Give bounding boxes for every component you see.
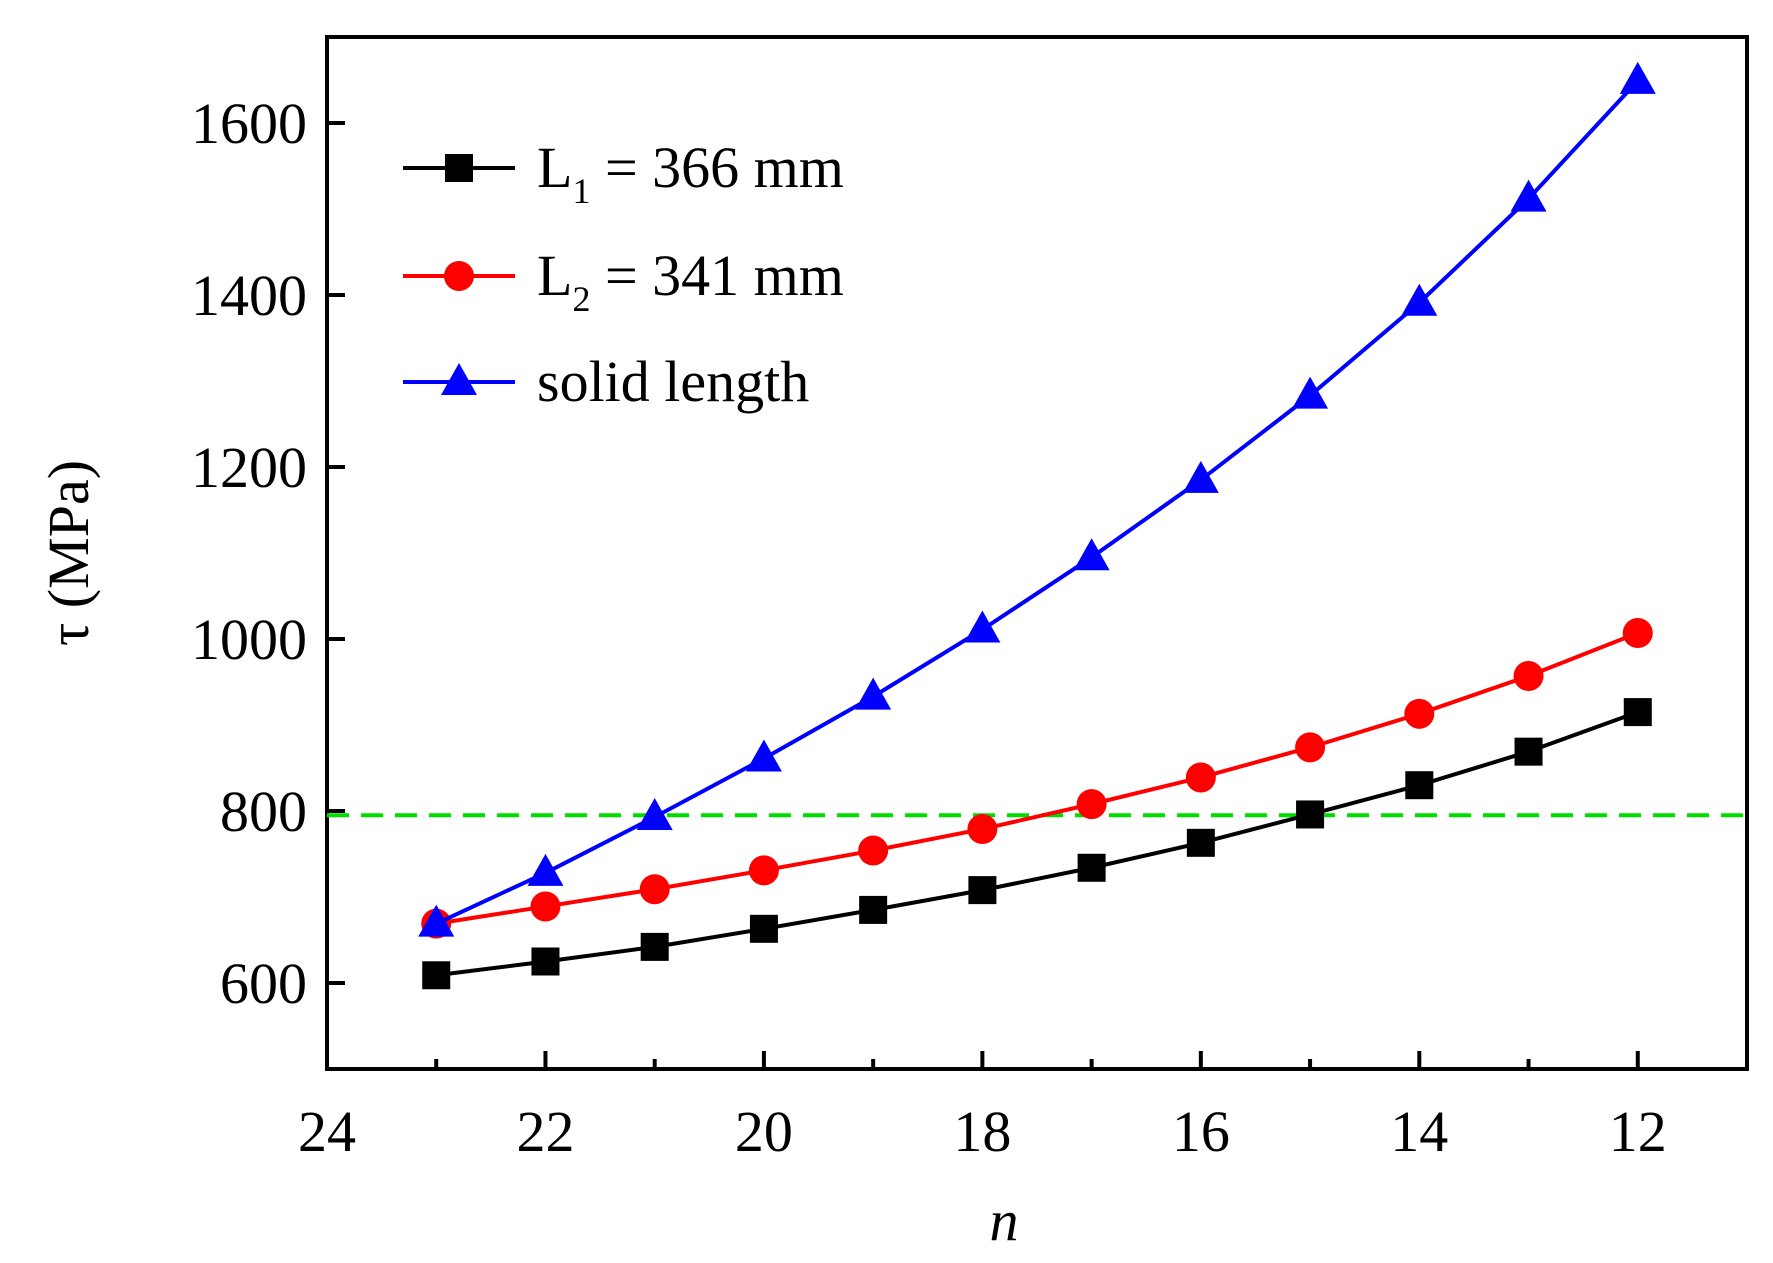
legend-label-rest: = 341 mm bbox=[590, 243, 843, 308]
data-point bbox=[1185, 762, 1216, 793]
legend-swatch-marker bbox=[445, 154, 473, 182]
legend-entry: L2 = 341 mm bbox=[403, 243, 844, 319]
x-tick-label: 18 bbox=[953, 1099, 1011, 1164]
series-1 bbox=[421, 617, 1653, 939]
data-point bbox=[1513, 660, 1544, 691]
legend-entry: solid length bbox=[403, 349, 809, 414]
data-point bbox=[640, 932, 669, 961]
data-point bbox=[1076, 789, 1107, 820]
data-point bbox=[1296, 800, 1325, 829]
data-point bbox=[1619, 61, 1656, 94]
legend-label-subscript: 1 bbox=[572, 171, 590, 211]
data-point bbox=[1401, 283, 1438, 316]
x-tick-label: 20 bbox=[735, 1099, 793, 1164]
legend-label-main: L bbox=[537, 135, 572, 200]
legend-label: L2 = 341 mm bbox=[537, 243, 844, 319]
data-point bbox=[855, 677, 892, 710]
legend-label: solid length bbox=[537, 349, 809, 414]
y-tick-label: 1200 bbox=[191, 435, 307, 500]
x-tick-label: 24 bbox=[298, 1099, 356, 1164]
y-tick-label: 600 bbox=[220, 951, 307, 1016]
data-point bbox=[1404, 698, 1435, 729]
series-line bbox=[435, 710, 1639, 978]
data-point bbox=[639, 874, 670, 905]
data-point bbox=[1295, 732, 1326, 763]
data-point bbox=[1623, 698, 1652, 727]
data-point bbox=[967, 814, 998, 845]
data-point bbox=[1510, 179, 1547, 212]
series-line bbox=[435, 79, 1640, 926]
series-line bbox=[435, 631, 1639, 926]
x-tick-label: 22 bbox=[516, 1099, 574, 1164]
data-point bbox=[422, 961, 451, 990]
legend-label-rest: = 366 mm bbox=[590, 135, 843, 200]
legend-label-main: L bbox=[537, 243, 572, 308]
y-tick-label: 800 bbox=[220, 779, 307, 844]
x-axis-label: n bbox=[990, 1188, 1019, 1253]
y-axis-label: τ (MPa) bbox=[36, 460, 101, 646]
data-point bbox=[859, 895, 888, 924]
data-point bbox=[1073, 538, 1110, 571]
data-point bbox=[1077, 853, 1106, 882]
data-point bbox=[1622, 617, 1653, 648]
legend-swatch-marker bbox=[441, 363, 477, 395]
data-point bbox=[1186, 828, 1215, 857]
data-point bbox=[749, 914, 778, 943]
legend-entry: L1 = 366 mm bbox=[403, 135, 844, 211]
data-point bbox=[964, 610, 1001, 643]
legend-label-subscript: 2 bbox=[572, 279, 590, 319]
y-tick-label: 1600 bbox=[191, 91, 307, 156]
series-0 bbox=[422, 698, 1652, 990]
x-tick-label: 16 bbox=[1172, 1099, 1230, 1164]
data-point bbox=[1182, 460, 1219, 493]
data-point bbox=[418, 904, 455, 937]
y-tick-label: 1400 bbox=[191, 263, 307, 328]
series-2 bbox=[418, 61, 1656, 937]
legend-label-main: solid length bbox=[537, 349, 809, 414]
data-point bbox=[530, 891, 561, 922]
data-point bbox=[1405, 771, 1434, 800]
x-tick-label: 14 bbox=[1390, 1099, 1448, 1164]
data-point bbox=[527, 853, 564, 886]
data-point bbox=[1292, 376, 1329, 409]
data-point bbox=[1514, 737, 1543, 766]
legend-label: L1 = 366 mm bbox=[537, 135, 844, 211]
data-point bbox=[748, 855, 779, 886]
legend-swatch-marker bbox=[444, 261, 474, 291]
x-tick-label: 12 bbox=[1609, 1099, 1667, 1164]
y-tick-label: 1000 bbox=[191, 607, 307, 672]
data-point bbox=[968, 876, 997, 905]
data-point bbox=[531, 947, 560, 976]
plot-frame bbox=[325, 35, 1749, 1071]
series-layer bbox=[418, 61, 1656, 990]
data-point bbox=[636, 798, 673, 831]
data-point bbox=[745, 739, 782, 772]
data-point bbox=[858, 835, 889, 866]
